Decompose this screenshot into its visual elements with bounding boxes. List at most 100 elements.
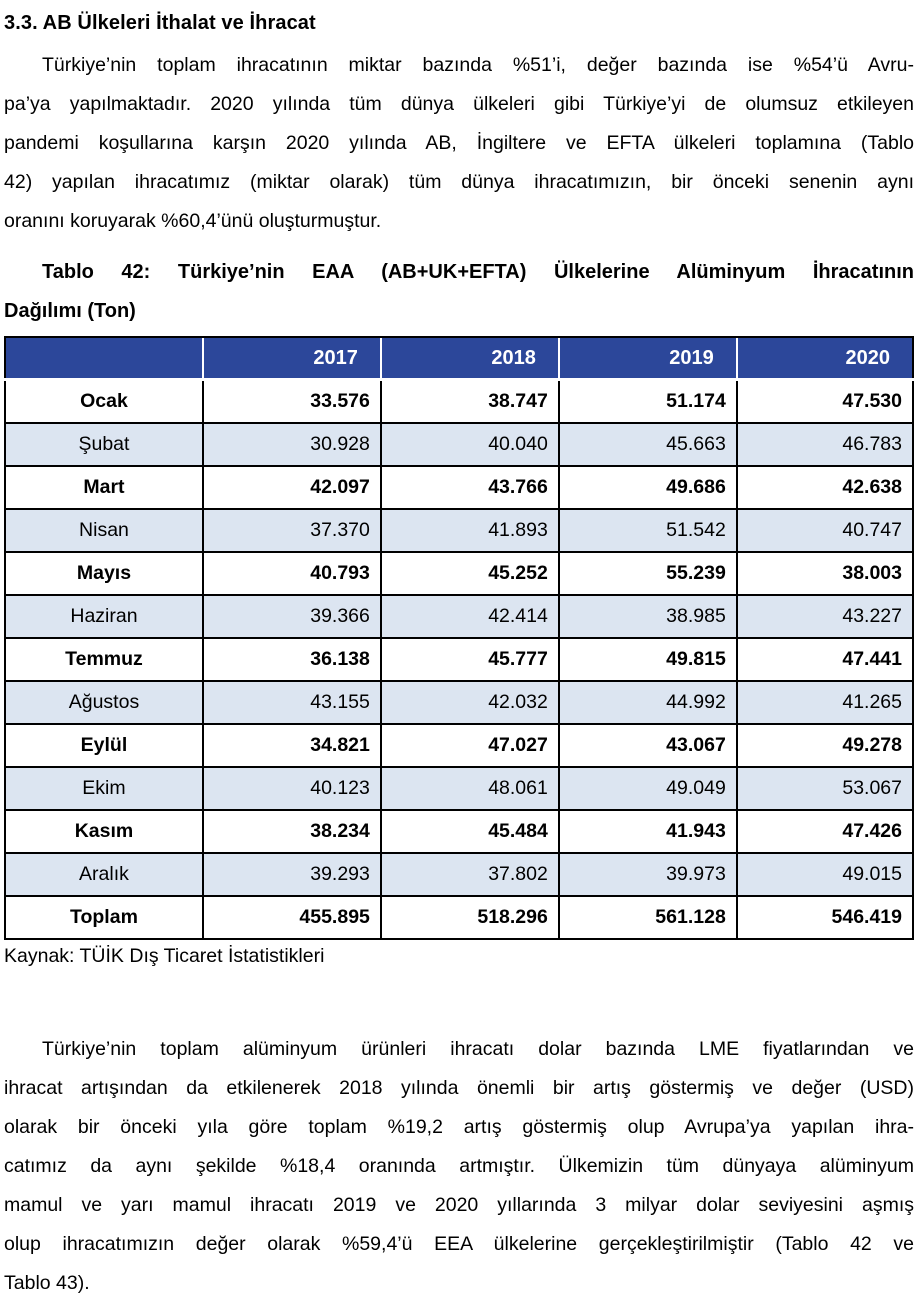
table-total-row: Toplam 455.895 518.296 561.128 546.419 <box>4 895 915 940</box>
value-cell: 48.061 <box>379 766 560 811</box>
row-label: Nisan <box>4 508 204 553</box>
value-cell: 43.766 <box>379 465 560 510</box>
value-cell: 46.783 <box>735 422 915 467</box>
value-cell: 518.296 <box>379 895 560 940</box>
table-header-cell-empty <box>5 336 203 381</box>
value-cell: 30.928 <box>201 422 382 467</box>
table-row: Kasım 38.234 45.484 41.943 47.426 <box>4 809 915 854</box>
export-table: 2017 2018 2019 2020 Ocak 33.576 38.747 51.174 4… <box>4 336 915 940</box>
value-cell: 43.155 <box>201 680 382 725</box>
value-cell: 42.032 <box>379 680 560 725</box>
table-row: Aralık 39.293 37.802 39.973 49.015 <box>4 852 915 897</box>
value-cell: 47.426 <box>735 809 915 854</box>
value-cell: 34.821 <box>201 723 382 768</box>
value-cell: 38.003 <box>735 551 915 596</box>
value-cell: 40.040 <box>379 422 560 467</box>
value-cell: 49.015 <box>735 852 915 897</box>
text-line: pa’ya yapılmaktadır. 2020 yılında tüm dü… <box>4 93 914 115</box>
value-cell: 53.067 <box>735 766 915 811</box>
value-cell: 41.265 <box>735 680 915 725</box>
text-line: olup ihracatımızın değer olarak %59,4’ü … <box>4 1233 914 1255</box>
table-row: Ocak 33.576 38.747 51.174 47.530 <box>4 378 915 424</box>
table-caption: Tablo 42: Türkiye’nin EAA (AB+UK+EFTA) Ü… <box>4 253 914 331</box>
value-cell: 42.414 <box>379 594 560 639</box>
row-label: Temmuz <box>4 637 204 682</box>
value-cell: 51.174 <box>557 378 738 424</box>
value-cell: 38.985 <box>557 594 738 639</box>
text-line: oranını koruyarak %60,4’ünü oluşturmuştu… <box>4 210 382 232</box>
value-cell: 37.802 <box>379 852 560 897</box>
table-row: Mayıs 40.793 45.252 55.239 38.003 <box>4 551 915 596</box>
table-header-cell-year: 2018 <box>379 336 559 381</box>
value-cell: 40.793 <box>201 551 382 596</box>
table-source: Kaynak: TÜİK Dış Ticaret İstatistikleri <box>4 945 325 967</box>
value-cell: 546.419 <box>735 895 915 940</box>
table-row: Nisan 37.370 41.893 51.542 40.747 <box>4 508 915 553</box>
value-cell: 49.278 <box>735 723 915 768</box>
value-cell: 47.530 <box>735 378 915 424</box>
value-cell: 40.123 <box>201 766 382 811</box>
value-cell: 49.686 <box>557 465 738 510</box>
row-label: Eylül <box>4 723 204 768</box>
value-cell: 47.441 <box>735 637 915 682</box>
row-label: Aralık <box>4 852 204 897</box>
row-label: Ağustos <box>4 680 204 725</box>
value-cell: 41.893 <box>379 508 560 553</box>
table-header-cell-year: 2020 <box>735 336 913 381</box>
value-cell: 40.747 <box>735 508 915 553</box>
value-cell: 42.097 <box>201 465 382 510</box>
table-row: Temmuz 36.138 45.777 49.815 47.441 <box>4 637 915 682</box>
value-cell: 42.638 <box>735 465 915 510</box>
text-line: catımız da aynı şekilde %18,4 oranında a… <box>4 1155 914 1177</box>
section-heading: 3.3. AB Ülkeleri İthalat ve İhracat <box>4 12 316 34</box>
value-cell: 45.252 <box>379 551 560 596</box>
text-line: pandemi koşullarına karşın 2020 yılında … <box>4 132 914 154</box>
value-cell: 44.992 <box>557 680 738 725</box>
value-cell: 37.370 <box>201 508 382 553</box>
text-line: 42) yapılan ihracatımız (miktar olarak) … <box>4 171 914 193</box>
value-cell: 561.128 <box>557 895 738 940</box>
paragraph-analysis: Türkiye’nin toplam alüminyum ürünleri ih… <box>4 1030 914 1303</box>
text-line: Dağılımı (Ton) <box>4 300 136 322</box>
value-cell: 45.777 <box>379 637 560 682</box>
paragraph-intro: Türkiye’nin toplam ihracatının miktar ba… <box>4 46 914 241</box>
table-row: Ekim 40.123 48.061 49.049 53.067 <box>4 766 915 811</box>
value-cell: 45.663 <box>557 422 738 467</box>
value-cell: 455.895 <box>201 895 382 940</box>
text-line: ihracat artışından da etkilenerek 2018 y… <box>4 1077 914 1099</box>
table-body: Ocak 33.576 38.747 51.174 47.530 Şubat 30.928 4… <box>4 378 915 940</box>
table-row: Ağustos 43.155 42.032 44.992 41.265 <box>4 680 915 725</box>
value-cell: 47.027 <box>379 723 560 768</box>
row-label: Mayıs <box>4 551 204 596</box>
value-cell: 45.484 <box>379 809 560 854</box>
table-row: Mart 42.097 43.766 49.686 42.638 <box>4 465 915 510</box>
table-row: Eylül 34.821 47.027 43.067 49.278 <box>4 723 915 768</box>
value-cell: 36.138 <box>201 637 382 682</box>
row-label: Mart <box>4 465 204 510</box>
value-cell: 38.747 <box>379 378 560 424</box>
value-cell: 41.943 <box>557 809 738 854</box>
value-cell: 33.576 <box>201 378 382 424</box>
row-label: Ekim <box>4 766 204 811</box>
text-line: Türkiye’nin toplam alüminyum ürünleri ih… <box>42 1038 914 1060</box>
table-row: Şubat 30.928 40.040 45.663 46.783 <box>4 422 915 467</box>
value-cell: 49.049 <box>557 766 738 811</box>
value-cell: 43.227 <box>735 594 915 639</box>
value-cell: 38.234 <box>201 809 382 854</box>
value-cell: 43.067 <box>557 723 738 768</box>
text-line: Tablo 42: Türkiye’nin EAA (AB+UK+EFTA) Ü… <box>42 261 914 283</box>
text-line: Türkiye’nin toplam ihracatının miktar ba… <box>42 54 914 76</box>
row-label: Haziran <box>4 594 204 639</box>
table-row: Haziran 39.366 42.414 38.985 43.227 <box>4 594 915 639</box>
table-header-cell-year: 2017 <box>201 336 381 381</box>
row-label: Kasım <box>4 809 204 854</box>
value-cell: 55.239 <box>557 551 738 596</box>
row-label: Şubat <box>4 422 204 467</box>
row-label: Ocak <box>4 378 204 424</box>
value-cell: 39.366 <box>201 594 382 639</box>
text-line: olarak bir önceki yıla göre toplam %19,2… <box>4 1116 914 1138</box>
value-cell: 49.815 <box>557 637 738 682</box>
table-header-cell-year: 2019 <box>557 336 737 381</box>
table-header-row: 2017 2018 2019 2020 <box>5 336 913 381</box>
